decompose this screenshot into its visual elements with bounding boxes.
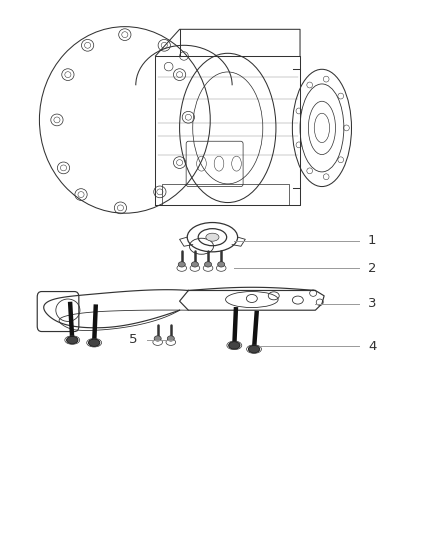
Ellipse shape <box>167 336 174 341</box>
Ellipse shape <box>67 336 78 344</box>
Text: 3: 3 <box>368 297 376 310</box>
Ellipse shape <box>248 345 260 353</box>
Ellipse shape <box>205 262 212 267</box>
Ellipse shape <box>229 342 240 349</box>
Ellipse shape <box>218 262 225 267</box>
Ellipse shape <box>88 339 100 346</box>
Ellipse shape <box>191 262 198 267</box>
Ellipse shape <box>154 336 161 341</box>
Text: 4: 4 <box>368 340 376 353</box>
Text: 2: 2 <box>368 262 376 274</box>
Text: 1: 1 <box>368 235 376 247</box>
Text: 5: 5 <box>129 333 138 346</box>
Ellipse shape <box>178 262 185 267</box>
Ellipse shape <box>206 233 219 241</box>
